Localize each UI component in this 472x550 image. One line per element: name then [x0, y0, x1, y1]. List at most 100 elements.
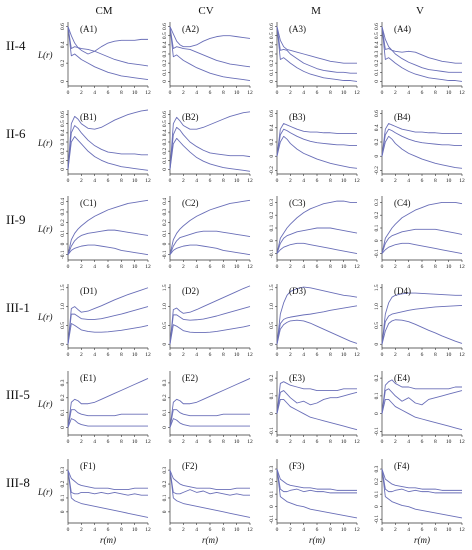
x-tick-label: 8	[329, 439, 332, 445]
y-tick-label: 0.1	[269, 69, 275, 76]
x-tick-label: 10	[341, 439, 347, 445]
y-tick-label: 0.1	[374, 224, 380, 231]
panel-F3: -0.100.10.20.30 2 4 6 8 10 12(F3)	[269, 459, 360, 533]
y-tick-label: 0.3	[269, 465, 275, 472]
x-tick-label: 2	[394, 90, 397, 96]
series-line-2	[381, 228, 463, 254]
panel-label: (C4)	[394, 198, 411, 208]
x-tick-label: 6	[316, 178, 319, 184]
y-tick-label: 0.2	[162, 147, 168, 154]
x-tick-label: 2	[289, 90, 292, 96]
y-tick-label: 0.1	[162, 157, 168, 164]
x-tick-label: 8	[329, 90, 332, 96]
x-tick-label: 4	[93, 352, 96, 358]
x-tick-label: 4	[302, 352, 305, 358]
panel-label: (F3)	[289, 461, 305, 471]
series-line-3	[276, 242, 358, 255]
y-tick-label: 0.2	[269, 59, 275, 66]
x-tick-label: 10	[132, 90, 138, 96]
series-line-1	[67, 109, 149, 170]
x-tick-label: 2	[80, 439, 83, 445]
series-line-3	[169, 324, 251, 345]
y-tick-label: 0.4	[162, 41, 168, 48]
series-line-3	[276, 398, 358, 431]
x-tick-label: 10	[234, 527, 240, 533]
x-tick-label: 2	[394, 527, 397, 533]
series-line-2	[381, 305, 463, 345]
x-tick-label: 4	[302, 439, 305, 445]
x-tick-label: 4	[195, 90, 198, 96]
x-tick-label: 4	[302, 90, 305, 96]
y-tick-label: 0.1	[162, 494, 168, 501]
series-line-1	[381, 292, 462, 345]
x-tick-label: 10	[234, 352, 240, 358]
x-tick-label: 10	[132, 352, 138, 358]
x-tick-label: 2	[289, 178, 292, 184]
row-labels: II-4 L(r) II-6 L(r) II-9 L(r) III-1 L(r) III-5 L(…	[6, 38, 53, 497]
y-tick-label: 0.4	[374, 124, 380, 131]
series-line-3	[67, 418, 148, 428]
series-line-1	[169, 26, 251, 48]
series-line-3	[169, 137, 251, 172]
series-line-3	[381, 242, 463, 255]
panel-D1: 0 0.5 1.0 1.5 0 2 4 6 8 10 12 (D1)	[60, 284, 151, 358]
y-tick-label: 0	[374, 505, 380, 508]
x-tick-label: 2	[289, 439, 292, 445]
series-line-2	[381, 128, 462, 157]
x-tick-label: 6	[107, 90, 110, 96]
x-tick-label: 12	[247, 264, 253, 270]
series-line-3	[381, 319, 463, 345]
series-line-3	[381, 398, 463, 431]
y-tick-label: 0	[374, 239, 380, 242]
y-tick-label: 0.2	[162, 219, 168, 226]
x-tick-label: 2	[182, 439, 185, 445]
y-tick-label: 0.4	[269, 124, 275, 131]
y-tick-label: 0.2	[60, 394, 66, 401]
x-tick-label: 4	[407, 352, 410, 358]
x-tick-label: 12	[247, 178, 253, 184]
panel-label: (B1)	[80, 112, 97, 122]
x-tick-label: 8	[222, 527, 225, 533]
y-tick-label: 0	[374, 80, 380, 83]
series-line-1	[169, 111, 251, 170]
x-tick-label: 2	[80, 264, 83, 270]
x-tick-label: 0	[381, 527, 384, 533]
x-tick-label: 0	[381, 352, 384, 358]
series-line-1	[276, 381, 357, 414]
panel-label: (E2)	[182, 373, 198, 383]
x-tick-label: 0	[381, 264, 384, 270]
y-tick-label: 0.2	[269, 478, 275, 485]
y-tick-label: 0.3	[162, 50, 168, 57]
panel-D3: 0 0.5 1.0 1.5 0 2 4 6 8 10 12 (D3)	[269, 284, 360, 358]
x-tick-label: 10	[341, 90, 347, 96]
y-axis-label: L(r)	[37, 224, 53, 234]
x-tick-label: 0	[67, 264, 70, 270]
x-tick-label: 6	[316, 527, 319, 533]
series-line-1	[381, 123, 462, 157]
x-tick-label: 6	[209, 439, 212, 445]
y-tick-label: -0.1	[269, 249, 275, 258]
y-tick-label: 0.3	[60, 208, 66, 215]
panel-A3: 0 0.1 0.2 0.3 0.4 0.5 0.6 0 2 4 6 8 10 12 (A3)	[269, 22, 360, 96]
x-tick-label: 8	[434, 439, 437, 445]
y-tick-label: 0.3	[162, 466, 168, 473]
y-tick-label: 0.2	[162, 59, 168, 66]
x-tick-label: 8	[222, 439, 225, 445]
x-tick-label: 4	[195, 352, 198, 358]
y-tick-label: 0	[162, 343, 168, 346]
x-tick-label: 12	[247, 527, 253, 533]
panel-label: (F4)	[394, 461, 410, 471]
series-line-3	[67, 323, 149, 345]
x-tick-label: 6	[107, 527, 110, 533]
x-tick-label: 0	[67, 439, 70, 445]
x-tick-label: 4	[195, 264, 198, 270]
panel-F2: 0 0.1 0.2 0.3 0 2 4 6 8 10 12 (F2)	[162, 459, 253, 533]
x-tick-label: 6	[421, 90, 424, 96]
panel-B3: -0.200.20.40.60 2 4 6 8 10 12(B3)	[269, 110, 360, 184]
x-tick-label: 6	[421, 527, 424, 533]
x-tick-label: 2	[80, 352, 83, 358]
panel-label: (D2)	[182, 286, 199, 296]
y-tick-label: 0.5	[269, 32, 275, 39]
y-tick-label: 0	[60, 80, 66, 83]
series-line-1	[67, 287, 149, 345]
